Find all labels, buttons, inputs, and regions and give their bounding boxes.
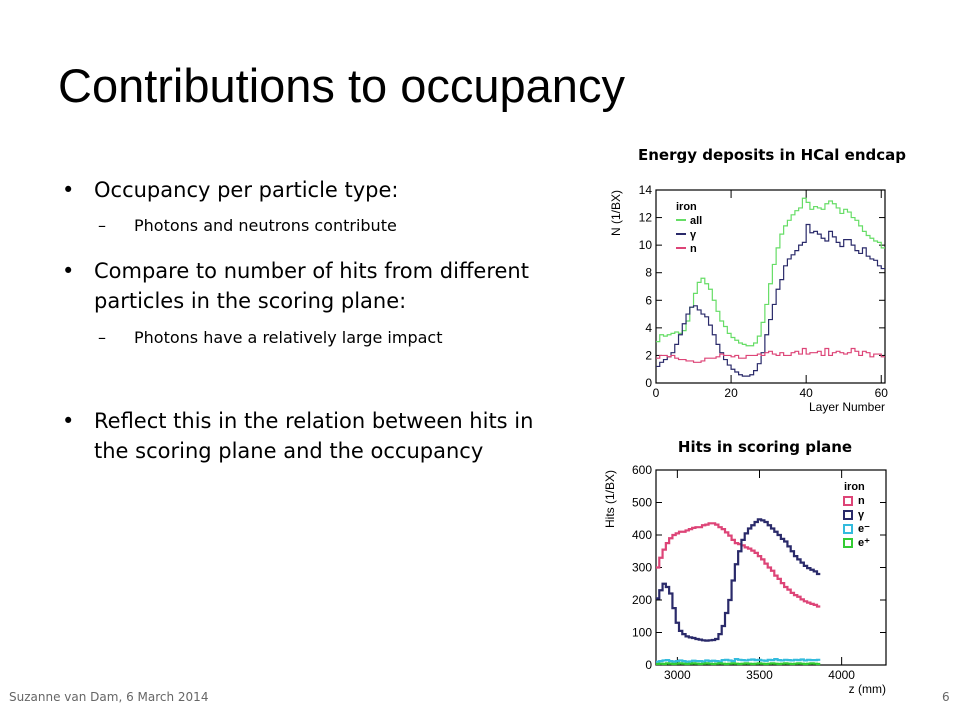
- x-axis-label: Layer Number: [809, 400, 885, 414]
- y-tick-label: 6: [645, 293, 652, 307]
- y-tick-label: 100: [632, 626, 652, 640]
- bullet-item: Compare to number of hits from different…: [62, 256, 562, 316]
- legend-title: iron: [844, 481, 865, 493]
- y-tick-label: 12: [639, 211, 653, 225]
- legend-label: e⁺: [858, 537, 870, 549]
- x-tick-label: 40: [799, 386, 813, 400]
- legend-label: n: [690, 243, 697, 255]
- series-line: [656, 223, 885, 377]
- x-tick-label: 20: [724, 386, 738, 400]
- series-line: [656, 658, 821, 663]
- y-axis-label: N (1/BX): [609, 190, 623, 236]
- footer-author-date: Suzanne van Dam, 6 March 2014: [9, 690, 209, 704]
- x-tick-label: 3500: [746, 668, 773, 682]
- legend-marker: [843, 524, 853, 534]
- x-axis-label: z (mm): [849, 682, 886, 696]
- y-tick-label: 8: [645, 266, 652, 280]
- sub-bullet-item: Photons and neutrons contribute: [94, 214, 562, 238]
- legend-label: n: [858, 495, 865, 507]
- series-line: [656, 197, 885, 347]
- chart-title: Energy deposits in HCal endcap: [637, 146, 906, 164]
- plot-frame: [655, 189, 886, 384]
- legend-marker: [843, 538, 853, 548]
- x-tick-label: 60: [875, 386, 889, 400]
- y-tick-label: 10: [639, 238, 653, 252]
- x-tick-label: 0: [653, 386, 660, 400]
- page-title: Contributions to occupancy: [58, 59, 625, 112]
- page-number: 6: [942, 690, 950, 704]
- y-axis-label: Hits (1/BX): [603, 470, 617, 528]
- legend-marker: [843, 496, 853, 506]
- y-tick-label: 500: [632, 496, 652, 510]
- legend-label: γ: [690, 229, 697, 241]
- bullet-list: Occupancy per particle type: Photons and…: [62, 176, 562, 466]
- y-tick-label: 2: [645, 348, 652, 362]
- series-line: [656, 662, 821, 666]
- sub-bullet-item: Photons have a relatively large impact: [94, 326, 562, 350]
- series-line: [656, 347, 885, 363]
- x-tick-label: 3000: [664, 668, 691, 682]
- y-tick-label: 200: [632, 593, 652, 607]
- y-tick-label: 400: [632, 528, 652, 542]
- bullet-item: Occupancy per particle type:: [62, 176, 562, 204]
- y-tick-label: 14: [639, 183, 653, 197]
- y-tick-label: 0: [645, 376, 652, 390]
- x-tick-label: 4000: [828, 668, 855, 682]
- chart-title: Hits in scoring plane: [677, 438, 853, 456]
- y-tick-label: 600: [632, 463, 652, 477]
- y-tick-label: 0: [645, 658, 652, 672]
- legend-title: iron: [676, 201, 697, 213]
- series-line: [656, 518, 821, 642]
- legend-label: γ: [858, 509, 865, 521]
- y-tick-label: 300: [632, 561, 652, 575]
- bullet-item: Reflect this in the relation between hit…: [62, 406, 562, 466]
- legend-marker: [843, 510, 853, 520]
- legend-label: e⁻: [858, 523, 870, 535]
- legend-label: all: [690, 215, 702, 227]
- y-tick-label: 4: [645, 321, 652, 335]
